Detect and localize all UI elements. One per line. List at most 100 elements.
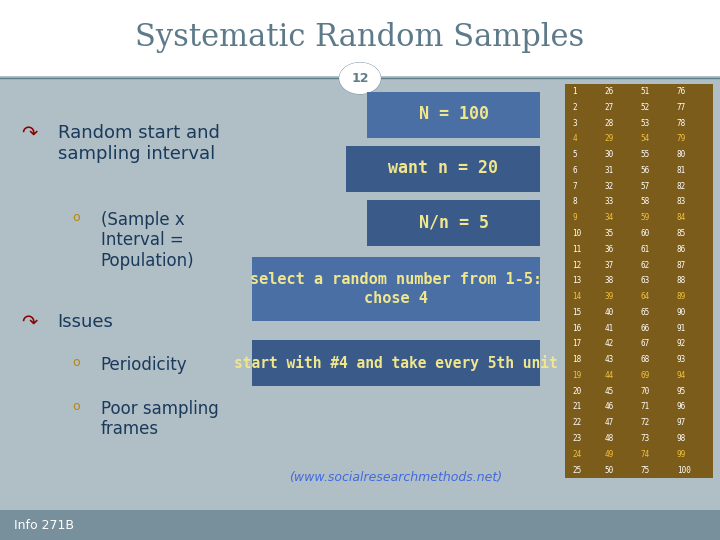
Text: 82: 82 — [677, 181, 686, 191]
Text: 14: 14 — [572, 292, 582, 301]
Text: 88: 88 — [677, 276, 686, 285]
Text: 52: 52 — [641, 103, 650, 112]
FancyBboxPatch shape — [0, 78, 720, 510]
FancyBboxPatch shape — [565, 84, 713, 478]
Text: 100: 100 — [677, 465, 690, 475]
Text: 87: 87 — [677, 260, 686, 269]
Text: 27: 27 — [605, 103, 614, 112]
FancyBboxPatch shape — [252, 340, 540, 386]
Text: ↷: ↷ — [22, 313, 38, 332]
Text: 9: 9 — [572, 213, 577, 222]
Text: 34: 34 — [605, 213, 614, 222]
Text: o: o — [72, 356, 80, 369]
Text: 2: 2 — [572, 103, 577, 112]
Text: 35: 35 — [605, 229, 614, 238]
Text: Periodicity: Periodicity — [101, 356, 187, 374]
Text: o: o — [72, 400, 80, 413]
Text: select a random number from 1-5:
chose 4: select a random number from 1-5: chose 4 — [250, 272, 542, 306]
Text: 95: 95 — [677, 387, 686, 396]
Text: 48: 48 — [605, 434, 614, 443]
Text: 17: 17 — [572, 339, 582, 348]
Text: 40: 40 — [605, 308, 614, 317]
FancyBboxPatch shape — [0, 510, 720, 540]
Circle shape — [340, 63, 380, 93]
Text: 23: 23 — [572, 434, 582, 443]
Text: (Sample x
Interval =
Population): (Sample x Interval = Population) — [101, 211, 194, 270]
Text: 36: 36 — [605, 245, 614, 254]
Text: 60: 60 — [641, 229, 650, 238]
Text: 12: 12 — [351, 72, 369, 85]
Text: 90: 90 — [677, 308, 686, 317]
Text: 92: 92 — [677, 339, 686, 348]
Text: 12: 12 — [572, 260, 582, 269]
Text: 16: 16 — [572, 323, 582, 333]
Text: 32: 32 — [605, 181, 614, 191]
Text: 50: 50 — [605, 465, 614, 475]
Text: 67: 67 — [641, 339, 650, 348]
Text: 30: 30 — [605, 150, 614, 159]
Text: 29: 29 — [605, 134, 614, 144]
Text: 28: 28 — [605, 119, 614, 127]
Text: N/n = 5: N/n = 5 — [418, 213, 489, 232]
Text: 42: 42 — [605, 339, 614, 348]
Text: ↷: ↷ — [22, 124, 38, 143]
Text: 54: 54 — [641, 134, 650, 144]
Text: 85: 85 — [677, 229, 686, 238]
Text: 97: 97 — [677, 418, 686, 427]
FancyBboxPatch shape — [367, 92, 540, 138]
Text: N = 100: N = 100 — [418, 105, 489, 124]
Text: 57: 57 — [641, 181, 650, 191]
Text: Poor sampling
frames: Poor sampling frames — [101, 400, 219, 438]
Text: 76: 76 — [677, 87, 686, 96]
Text: 31: 31 — [605, 166, 614, 175]
Text: 4: 4 — [572, 134, 577, 144]
Text: 43: 43 — [605, 355, 614, 364]
Text: 61: 61 — [641, 245, 650, 254]
FancyBboxPatch shape — [367, 200, 540, 246]
Text: 89: 89 — [677, 292, 686, 301]
Text: 39: 39 — [605, 292, 614, 301]
Text: 8: 8 — [572, 198, 577, 206]
Text: 41: 41 — [605, 323, 614, 333]
Text: 11: 11 — [572, 245, 582, 254]
Text: 62: 62 — [641, 260, 650, 269]
Text: 22: 22 — [572, 418, 582, 427]
Text: 5: 5 — [572, 150, 577, 159]
Text: 21: 21 — [572, 402, 582, 411]
Text: 13: 13 — [572, 276, 582, 285]
Text: 25: 25 — [572, 465, 582, 475]
Text: 49: 49 — [605, 450, 614, 459]
Text: 3: 3 — [572, 119, 577, 127]
FancyBboxPatch shape — [0, 0, 720, 76]
Text: 86: 86 — [677, 245, 686, 254]
Text: start with #4 and take every 5th unit: start with #4 and take every 5th unit — [234, 355, 558, 371]
Text: 74: 74 — [641, 450, 650, 459]
Text: 93: 93 — [677, 355, 686, 364]
Text: 75: 75 — [641, 465, 650, 475]
Text: 78: 78 — [677, 119, 686, 127]
Text: 26: 26 — [605, 87, 614, 96]
Text: 44: 44 — [605, 371, 614, 380]
Text: 68: 68 — [641, 355, 650, 364]
Text: (www.socialresearchmethods.net): (www.socialresearchmethods.net) — [289, 471, 503, 484]
Text: 66: 66 — [641, 323, 650, 333]
Text: 18: 18 — [572, 355, 582, 364]
Text: 24: 24 — [572, 450, 582, 459]
Text: 72: 72 — [641, 418, 650, 427]
Text: 55: 55 — [641, 150, 650, 159]
FancyBboxPatch shape — [346, 146, 540, 192]
Text: 58: 58 — [641, 198, 650, 206]
Text: 99: 99 — [677, 450, 686, 459]
Text: 47: 47 — [605, 418, 614, 427]
Text: 10: 10 — [572, 229, 582, 238]
Text: 51: 51 — [641, 87, 650, 96]
Text: 45: 45 — [605, 387, 614, 396]
Text: 94: 94 — [677, 371, 686, 380]
Text: 46: 46 — [605, 402, 614, 411]
Text: 79: 79 — [677, 134, 686, 144]
FancyBboxPatch shape — [252, 256, 540, 321]
Text: Issues: Issues — [58, 313, 114, 331]
Text: 77: 77 — [677, 103, 686, 112]
Text: 96: 96 — [677, 402, 686, 411]
Text: 91: 91 — [677, 323, 686, 333]
